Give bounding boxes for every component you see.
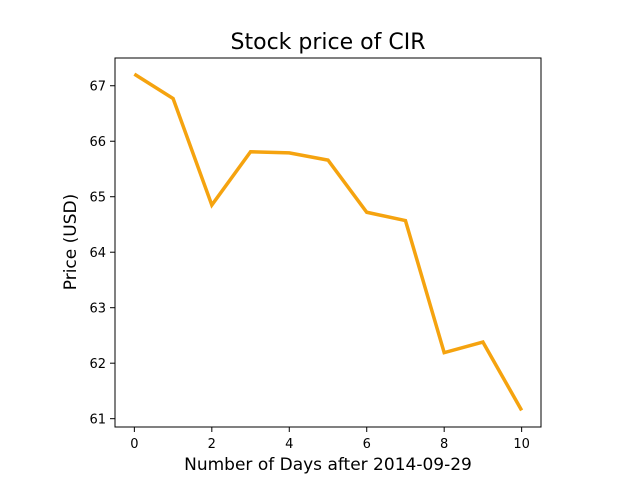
x-tick-label: 0 bbox=[130, 437, 138, 452]
y-axis-label: Price (USD) bbox=[61, 194, 81, 290]
x-tick-label: 8 bbox=[440, 437, 448, 452]
y-axis: 61 62 63 64 65 66 67 bbox=[89, 80, 115, 428]
x-tick-label: 6 bbox=[363, 437, 371, 452]
y-tick-label: 67 bbox=[89, 80, 106, 95]
y-tick-label: 63 bbox=[89, 302, 106, 317]
x-axis: 0 2 4 6 8 10 bbox=[130, 427, 530, 452]
chart-title: Stock price of CIR bbox=[231, 30, 426, 55]
x-axis-label: Number of Days after 2014-09-29 bbox=[184, 455, 472, 475]
plot-area bbox=[114, 57, 542, 428]
y-tick-label: 66 bbox=[89, 135, 106, 150]
x-tick-label: 4 bbox=[285, 437, 293, 452]
y-tick-label: 62 bbox=[89, 357, 106, 372]
series-line bbox=[133, 72, 524, 412]
y-tick-label: 65 bbox=[89, 191, 106, 206]
y-tick-label: 61 bbox=[89, 413, 106, 428]
y-tick-label: 64 bbox=[89, 246, 106, 261]
series-group bbox=[133, 72, 524, 412]
x-tick-label: 2 bbox=[208, 437, 216, 452]
x-tick-label: 10 bbox=[513, 437, 530, 452]
